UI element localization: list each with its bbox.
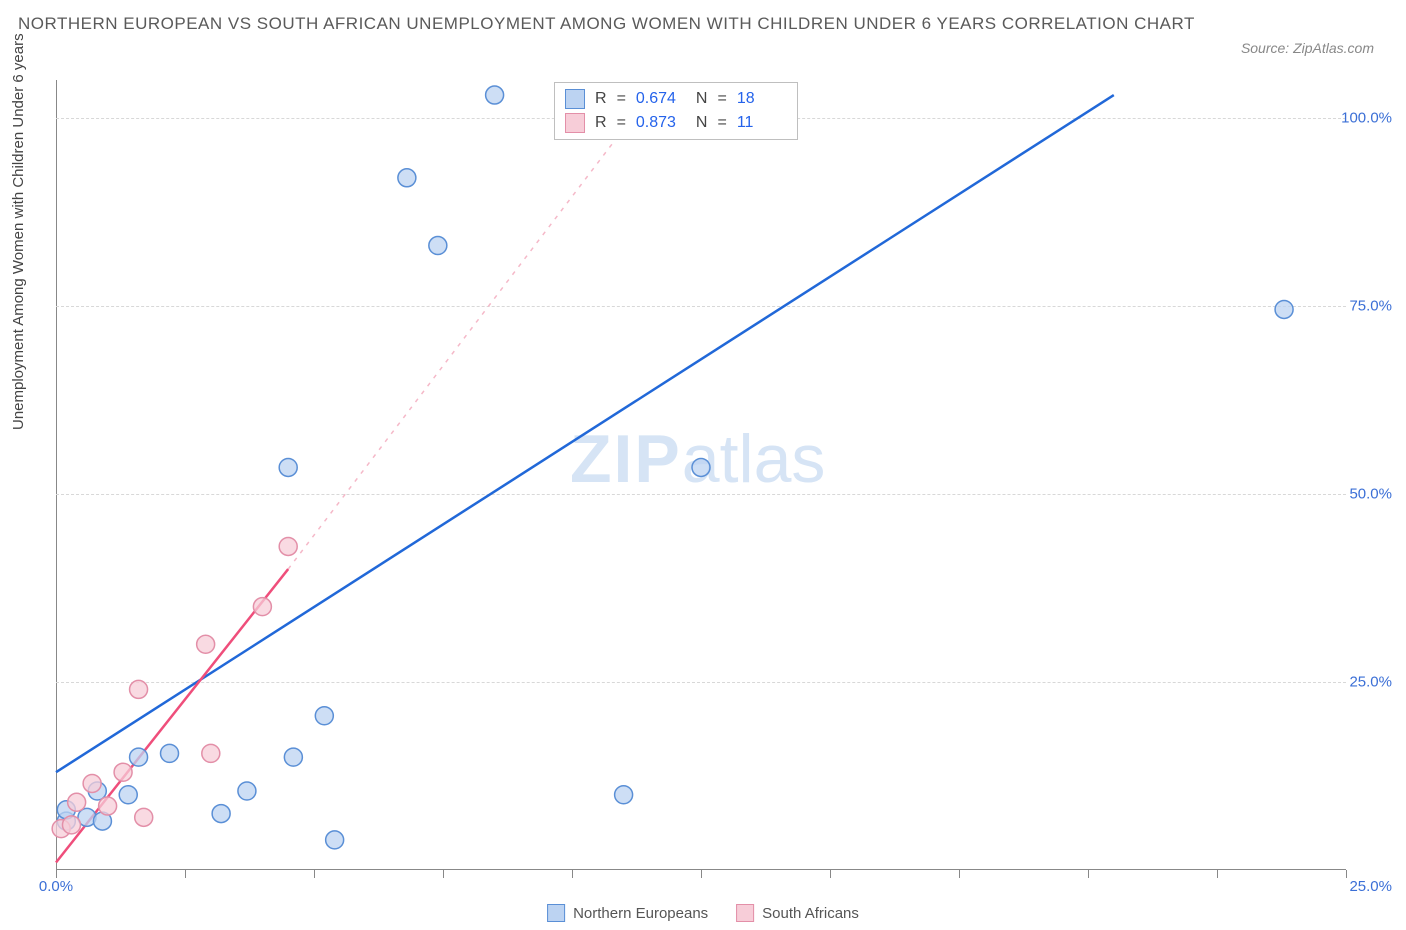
- scatter-plot-svg: [56, 80, 1346, 870]
- x-tick: [959, 870, 960, 878]
- y-axis-label: Unemployment Among Women with Children U…: [10, 33, 27, 430]
- x-tick-label: 25.0%: [1349, 878, 1392, 895]
- legend-item: South Africans: [736, 904, 859, 922]
- x-tick: [443, 870, 444, 878]
- stats-row-southafrican: R = 0.873 N = 11: [565, 111, 787, 135]
- y-tick-label: 75.0%: [1349, 297, 1392, 314]
- x-tick: [572, 870, 573, 878]
- r-value: 0.674: [636, 90, 686, 108]
- swatch-icon: [565, 113, 585, 133]
- x-tick: [314, 870, 315, 878]
- n-value: 18: [737, 90, 787, 108]
- x-tick: [701, 870, 702, 878]
- legend: Northern Europeans South Africans: [547, 904, 859, 922]
- swatch-icon: [565, 89, 585, 109]
- y-tick-label: 25.0%: [1349, 673, 1392, 690]
- x-tick: [1346, 870, 1347, 878]
- swatch-icon: [736, 904, 754, 922]
- n-value: 11: [737, 114, 787, 132]
- chart-title: NORTHERN EUROPEAN VS SOUTH AFRICAN UNEMP…: [18, 14, 1388, 34]
- x-tick-label: 0.0%: [39, 878, 73, 895]
- x-tick: [1088, 870, 1089, 878]
- x-tick: [185, 870, 186, 878]
- x-tick: [56, 870, 57, 878]
- legend-item: Northern Europeans: [547, 904, 708, 922]
- x-tick: [830, 870, 831, 878]
- correlation-stats-box: R = 0.674 N = 18 R = 0.873 N = 11: [554, 82, 798, 140]
- r-value: 0.873: [636, 114, 686, 132]
- swatch-icon: [547, 904, 565, 922]
- x-tick: [1217, 870, 1218, 878]
- y-tick-label: 50.0%: [1349, 485, 1392, 502]
- legend-label: South Africans: [762, 905, 859, 922]
- stats-row-northern: R = 0.674 N = 18: [565, 87, 787, 111]
- y-tick-label: 100.0%: [1341, 109, 1392, 126]
- legend-label: Northern Europeans: [573, 905, 708, 922]
- chart-source: Source: ZipAtlas.com: [1241, 40, 1374, 56]
